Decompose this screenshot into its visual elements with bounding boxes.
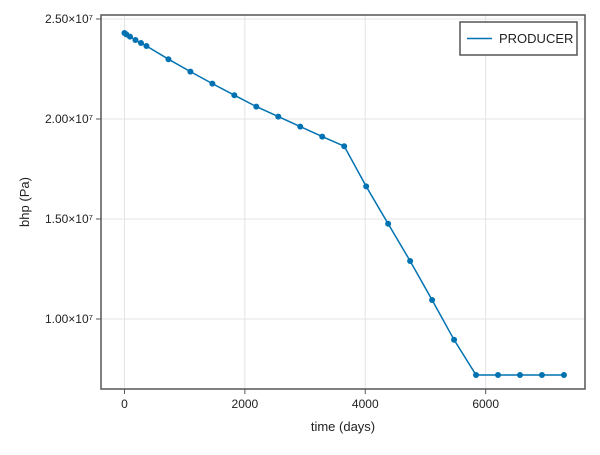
data-point bbox=[165, 56, 172, 63]
data-point bbox=[143, 43, 150, 49]
legend-label: PRODUCER bbox=[499, 31, 573, 46]
x-tick-label: 2000 bbox=[232, 397, 259, 411]
data-point bbox=[363, 183, 370, 190]
data-point bbox=[209, 80, 216, 87]
data-point bbox=[132, 37, 139, 43]
x-tick-label: 4000 bbox=[352, 397, 379, 411]
series-layer bbox=[121, 30, 567, 378]
y-tick-label: 1.50×10⁷ bbox=[45, 212, 93, 226]
data-point bbox=[187, 68, 194, 75]
data-point bbox=[319, 133, 326, 140]
x-axis-label: time (days) bbox=[311, 419, 375, 434]
data-point bbox=[341, 143, 348, 150]
data-point bbox=[407, 258, 414, 264]
legend-box bbox=[459, 21, 578, 56]
grid bbox=[101, 15, 585, 389]
data-point bbox=[297, 123, 304, 130]
data-point bbox=[560, 372, 567, 378]
data-point bbox=[538, 372, 545, 378]
series-line bbox=[124, 32, 564, 376]
data-point bbox=[231, 92, 238, 99]
data-point bbox=[495, 372, 502, 378]
data-point bbox=[275, 113, 282, 120]
data-point bbox=[137, 40, 144, 46]
data-point bbox=[429, 297, 436, 303]
y-axis-label: bhp (Pa) bbox=[17, 177, 32, 227]
data-point bbox=[473, 372, 480, 378]
data-point bbox=[253, 103, 260, 110]
plot-frame bbox=[100, 14, 586, 390]
data-point bbox=[451, 336, 458, 343]
y-tick-label: 2.50×10⁷ bbox=[45, 12, 93, 26]
x-tick-label: 0 bbox=[121, 397, 128, 411]
y-tick-label: 1.00×10⁷ bbox=[45, 312, 93, 326]
ticks: 0 2000 4000 6000 1.00×10⁷ 1.50×10⁷ 2.00×10⁷ 2.5… bbox=[45, 12, 499, 411]
data-point bbox=[516, 372, 523, 378]
x-tick-label: 6000 bbox=[472, 397, 499, 411]
data-point bbox=[385, 220, 392, 227]
legend: PRODUCER bbox=[459, 21, 578, 56]
data-point bbox=[126, 33, 133, 40]
y-tick-label: 2.00×10⁷ bbox=[45, 112, 93, 126]
